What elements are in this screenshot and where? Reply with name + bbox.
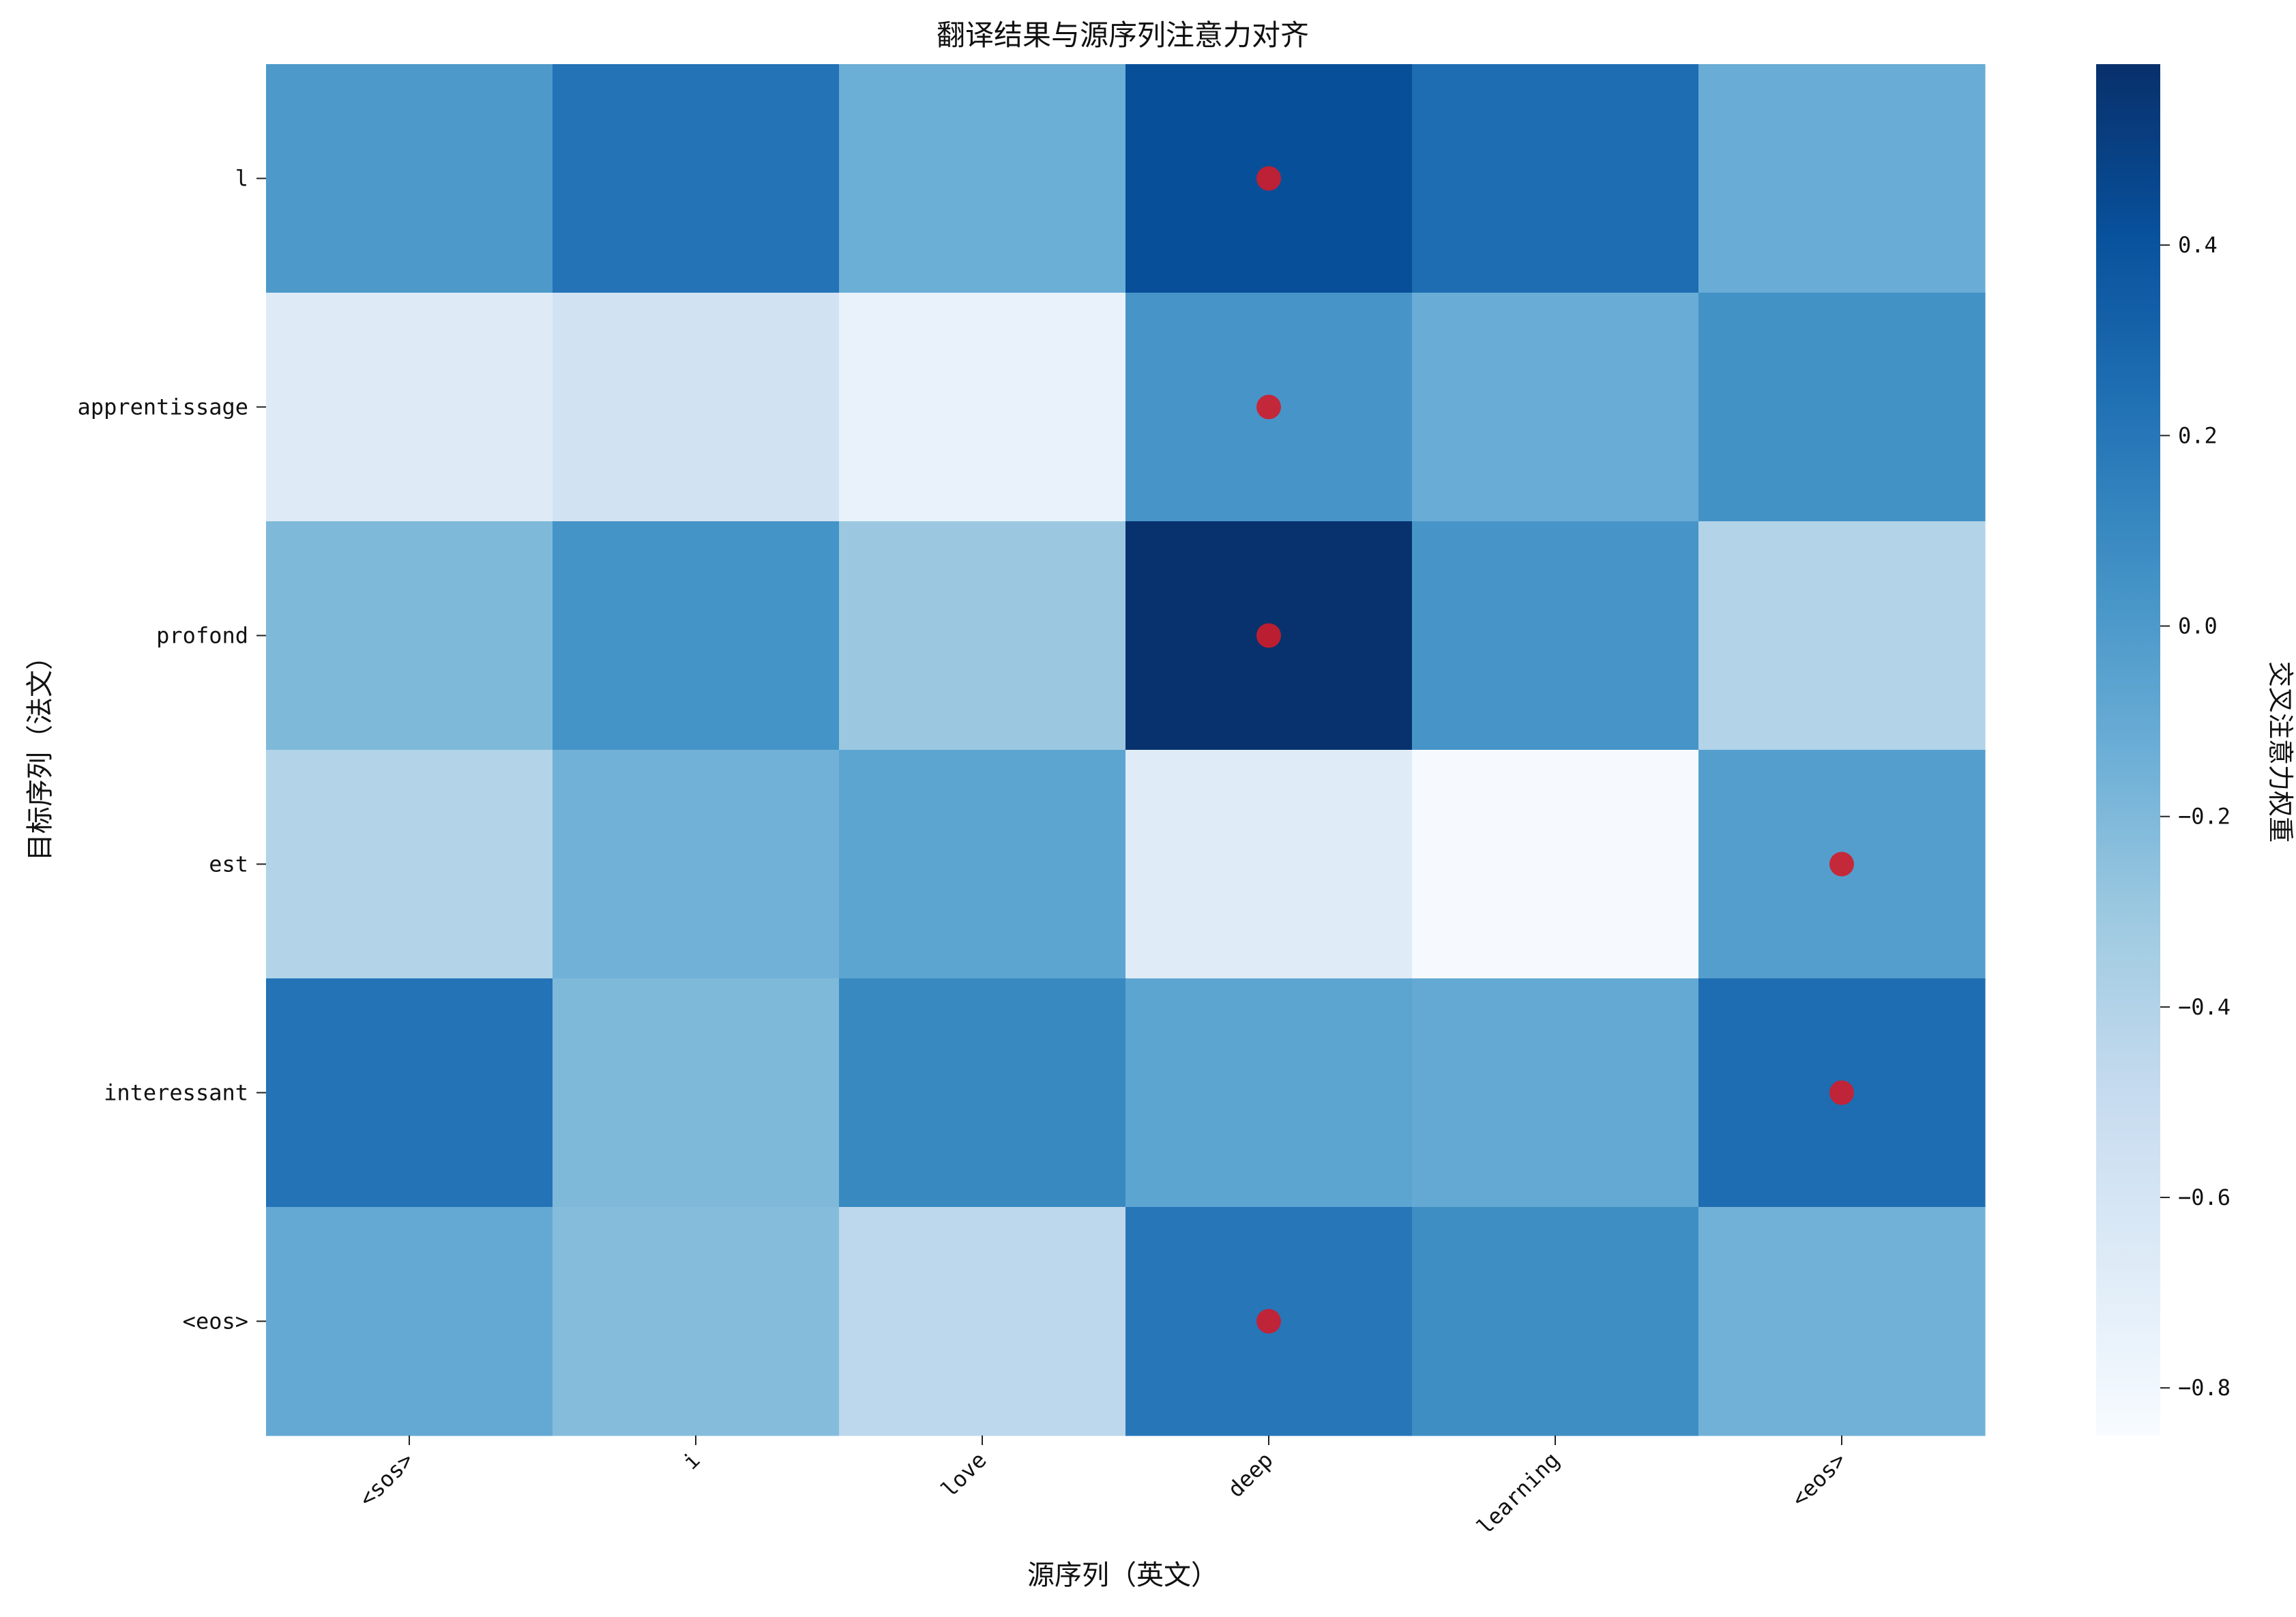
heatmap-cell <box>1125 750 1413 979</box>
heatmap-cell <box>266 978 553 1208</box>
heatmap-cell <box>266 64 553 293</box>
heatmap-cell <box>553 64 840 293</box>
heatmap-cell <box>839 978 1126 1208</box>
x-tick-label: love <box>936 1447 991 1502</box>
heatmap-cell <box>266 1207 553 1436</box>
colorbar-tick-label: −0.2 <box>2178 804 2231 830</box>
heatmap-cell <box>1125 978 1413 1208</box>
heatmap-cell <box>553 1207 840 1436</box>
colorbar-tick-label: 0.0 <box>2178 613 2218 639</box>
colorbar-label: 交叉注意力权重 <box>2265 661 2295 843</box>
y-axis-ticks: l apprentissage profond est interessant <eos> <box>78 166 266 1335</box>
highlight-marker <box>1829 851 1854 877</box>
heatmap-cell <box>1698 521 1986 751</box>
colorbar: 0.4 0.2 0.0 −0.2 −0.4 −0.6 −0.8 交叉注意力权重 <box>2096 64 2295 1436</box>
x-axis-ticks: <sos> i love deep learning <eos> <box>354 1436 1851 1540</box>
heatmap-cell <box>1412 64 1699 293</box>
heatmap-cell <box>1698 64 1986 293</box>
y-tick-label: profond <box>156 623 248 649</box>
colorbar-tick-label: −0.8 <box>2178 1375 2231 1401</box>
heatmap-cells <box>266 64 1986 1436</box>
x-tick-label: i <box>677 1447 705 1474</box>
x-tick-label: <sos> <box>354 1447 419 1512</box>
colorbar-ticks: 0.4 0.2 0.0 −0.2 −0.4 −0.6 −0.8 <box>2160 232 2231 1401</box>
x-tick-label: learning <box>1472 1447 1565 1540</box>
heatmap-cell <box>839 293 1126 522</box>
heatmap-cell <box>553 521 840 751</box>
y-tick-label: est <box>209 851 248 877</box>
heatmap-cell <box>1412 978 1699 1208</box>
x-tick-label: <eos> <box>1786 1447 1851 1512</box>
colorbar-tick-label: −0.4 <box>2178 994 2231 1020</box>
heatmap-cell <box>266 521 553 751</box>
x-axis-title: 源序列（英文） <box>1027 1560 1218 1591</box>
heatmap-cell <box>553 978 840 1208</box>
y-tick-label: interessant <box>104 1080 248 1106</box>
y-tick-label: <eos> <box>183 1309 248 1335</box>
heatmap-cell <box>1698 293 1986 522</box>
highlight-marker <box>1256 166 1281 191</box>
heatmap-cell <box>266 750 553 979</box>
heatmap-cell <box>1412 293 1699 522</box>
highlight-marker <box>1829 1080 1854 1105</box>
y-tick-label: apprentissage <box>78 394 248 420</box>
heatmap-cell <box>1412 1207 1699 1436</box>
heatmap-cell <box>553 750 840 979</box>
y-tick-label: l <box>235 166 248 192</box>
heatmap-cell <box>839 750 1126 979</box>
colorbar-tick-label: 0.4 <box>2178 232 2218 258</box>
heatmap-cell <box>839 521 1126 751</box>
highlight-marker <box>1256 623 1281 648</box>
heatmap-cell <box>1412 750 1699 979</box>
colorbar-tick-label: −0.6 <box>2178 1184 2231 1210</box>
highlight-marker <box>1256 1309 1281 1334</box>
highlight-marker <box>1256 394 1281 420</box>
heatmap-cell <box>1412 521 1699 751</box>
x-tick-label: deep <box>1222 1447 1278 1502</box>
heatmap-cell <box>1698 1207 1986 1436</box>
colorbar-gradient <box>2096 64 2160 1436</box>
heatmap-cell <box>553 293 840 522</box>
chart-title: 翻译结果与源序列注意力对齐 <box>937 18 1309 52</box>
y-axis-title: 目标序列（法文） <box>25 643 56 861</box>
heatmap-cell <box>266 293 553 522</box>
heatmap-cell <box>839 1207 1126 1436</box>
highlight-markers <box>1256 166 1854 1334</box>
colorbar-tick-label: 0.2 <box>2178 422 2218 448</box>
heatmap-cell <box>839 64 1126 293</box>
